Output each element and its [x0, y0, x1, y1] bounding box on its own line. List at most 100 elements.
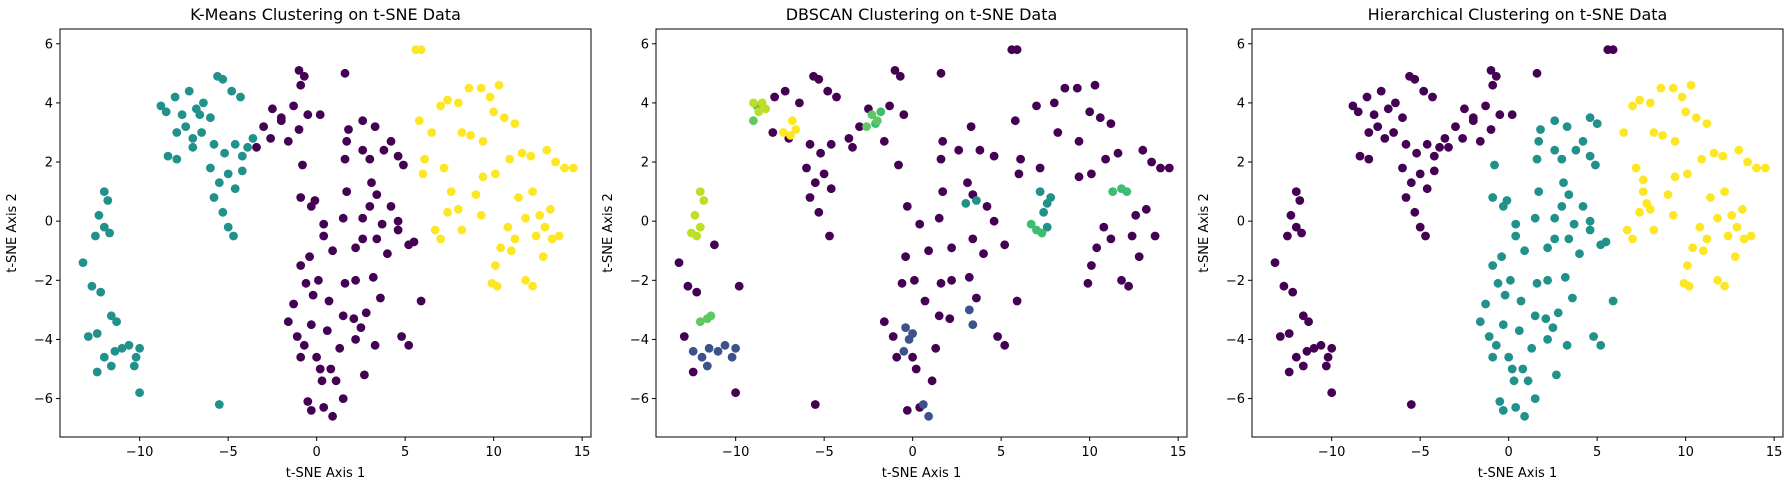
scatter-point	[310, 196, 320, 205]
scatter-point	[867, 110, 877, 120]
scatter-point	[478, 172, 488, 182]
scatter-point	[184, 86, 194, 96]
x-axis-label: t-SNE Axis 1	[1478, 466, 1558, 481]
scatter-point	[496, 243, 506, 253]
scatter-point	[1428, 92, 1437, 102]
scatter-point	[1730, 252, 1740, 262]
scatter-point	[328, 411, 337, 421]
scatter-point	[324, 296, 334, 306]
scatter-point	[1101, 154, 1110, 164]
scatter-point	[436, 101, 445, 111]
scatter-point	[1362, 92, 1372, 102]
scatter-point	[692, 287, 702, 297]
scatter-point	[106, 361, 116, 371]
scatter-point	[528, 187, 537, 197]
scatter-point	[453, 204, 463, 214]
scatter-point	[342, 187, 352, 197]
scatter-point	[1552, 370, 1561, 380]
y-tick-label: 4	[641, 96, 649, 111]
scatter-point	[99, 187, 109, 197]
scatter-point	[294, 125, 304, 134]
scatter-point	[1491, 71, 1501, 81]
chart-title: DBSCAN Clustering on t-SNE Data	[786, 5, 1058, 24]
scatter-point	[301, 278, 311, 288]
scatter-point	[879, 317, 889, 327]
x-tick-label: 10	[1677, 445, 1694, 460]
scatter-point	[749, 116, 758, 126]
scatter-point	[319, 403, 329, 412]
y-tick-label: 2	[45, 156, 53, 171]
scatter-point	[296, 80, 306, 90]
scatter-point	[358, 116, 368, 126]
scatter-point	[876, 107, 886, 117]
scatter-point	[457, 128, 467, 137]
scatter-point	[283, 317, 293, 327]
scatter-point	[236, 92, 245, 102]
scatter-point	[218, 207, 228, 217]
scatter-point	[892, 352, 902, 362]
scatter-point	[1053, 128, 1063, 137]
scatter-point	[832, 92, 841, 102]
scatter-point	[706, 311, 716, 321]
scatter-point	[1585, 225, 1595, 235]
scatter-point	[1506, 275, 1515, 285]
scatter-point	[430, 225, 440, 235]
scatter-point	[1042, 222, 1052, 232]
scatter-point	[161, 107, 171, 117]
scatter-point	[99, 352, 109, 362]
scatter-point	[393, 216, 403, 226]
scatter-point	[1000, 340, 1010, 350]
scatter-point	[517, 148, 527, 158]
scatter-point	[439, 163, 449, 173]
scatter-point	[989, 216, 999, 226]
scatter-point	[1495, 397, 1505, 406]
scatter-point	[319, 231, 329, 241]
scatter-point	[112, 317, 121, 327]
scatter-point	[453, 98, 463, 108]
scatter-point	[805, 193, 815, 202]
x-tick-label: 15	[1766, 445, 1783, 460]
scatter-point	[1035, 163, 1045, 173]
scatter-point	[895, 71, 905, 81]
scatter-point	[1578, 136, 1588, 146]
scatter-point	[503, 222, 513, 232]
scatter-point	[1532, 68, 1542, 78]
scatter-point	[683, 281, 693, 291]
scatter-point	[1534, 136, 1544, 146]
scatter-point	[338, 213, 348, 223]
scatter-point	[1493, 278, 1503, 288]
scatter-point	[248, 134, 258, 143]
scatter-point	[1532, 278, 1542, 288]
scatter-point	[1398, 163, 1407, 173]
scatter-point	[87, 281, 97, 291]
scatter-point	[268, 104, 277, 114]
scatter-point	[855, 122, 864, 131]
scatter-point	[471, 190, 481, 200]
scatter-point	[1491, 340, 1501, 350]
scatter-point	[720, 340, 730, 350]
scatter-point	[825, 231, 834, 241]
scatter-point	[902, 406, 912, 415]
scatter-point	[704, 343, 714, 353]
scatter-point	[1589, 332, 1598, 341]
scatter-point	[505, 154, 514, 164]
scatter-point	[223, 169, 233, 179]
scatter-point	[947, 275, 956, 285]
scatter-point	[964, 272, 974, 282]
scatter-point	[491, 261, 500, 270]
scatter-point	[358, 145, 368, 155]
scatter-points	[674, 45, 1174, 421]
scatter-point	[1284, 329, 1294, 338]
scatter-point	[276, 116, 286, 126]
scatter-point	[499, 113, 509, 123]
scatter-point	[1638, 175, 1648, 185]
scatter-point	[1683, 169, 1692, 179]
scatter-point	[177, 110, 187, 120]
scatter-point	[188, 142, 198, 152]
scatter-point	[312, 352, 321, 362]
scatter-point	[1488, 193, 1498, 202]
scatter-point	[1530, 394, 1540, 403]
scatter-point	[1090, 80, 1100, 90]
scatter-point	[1541, 314, 1551, 324]
scatter-point	[199, 98, 208, 108]
